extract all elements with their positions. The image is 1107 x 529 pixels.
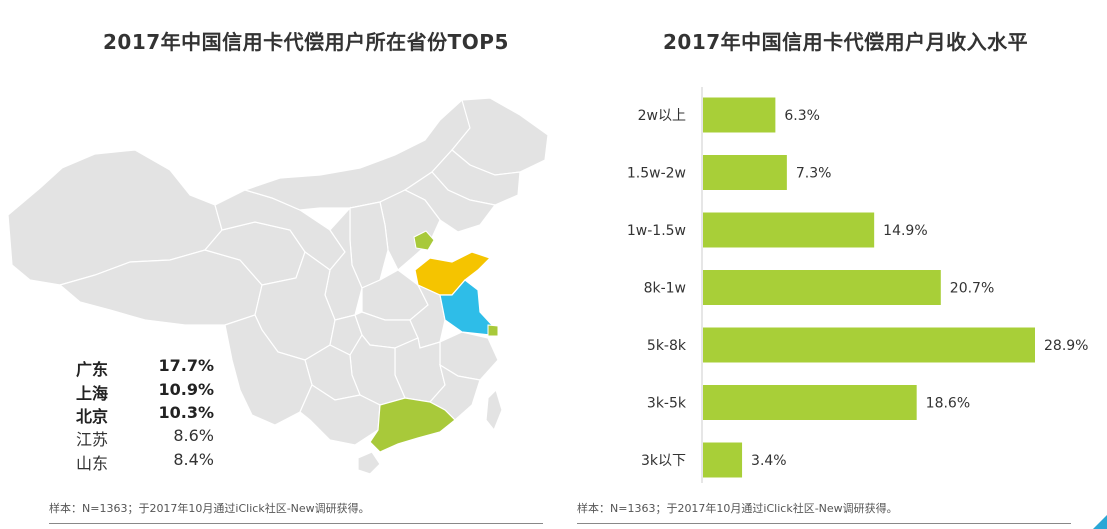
value-label: 20.7% bbox=[950, 281, 994, 297]
category-label: 3k-5k bbox=[647, 396, 687, 412]
category-label: 5k-8k bbox=[647, 338, 687, 354]
legend-province: 上海 bbox=[76, 384, 109, 403]
sample-note-left: 样本：N=1363；于2017年10月通过iClick社区-New调研获得。 bbox=[49, 502, 370, 515]
legend-value: 10.3% bbox=[158, 403, 214, 422]
region-beijing bbox=[413, 230, 435, 251]
region-jiangsu bbox=[439, 279, 493, 336]
bar bbox=[703, 385, 917, 420]
region-hainan bbox=[357, 451, 381, 475]
legend-province: 山东 bbox=[76, 454, 109, 473]
divider-right bbox=[577, 523, 1071, 524]
corner-triangle-icon bbox=[1093, 515, 1107, 529]
legend-value: 10.9% bbox=[158, 380, 214, 399]
category-label: 1.5w-2w bbox=[627, 166, 686, 182]
category-label: 3k以下 bbox=[641, 453, 686, 469]
region-guangxi bbox=[299, 384, 381, 446]
legend-value: 8.4% bbox=[173, 450, 214, 469]
bar bbox=[703, 270, 941, 305]
bar bbox=[703, 97, 776, 133]
value-label: 14.9% bbox=[883, 223, 927, 239]
legend-province: 江苏 bbox=[76, 430, 109, 449]
category-label: 8k-1w bbox=[644, 281, 686, 297]
bar bbox=[703, 327, 1035, 363]
bar-chart-title: 2017年中国信用卡代偿用户月收入水平 bbox=[663, 30, 1029, 54]
value-label: 28.9% bbox=[1044, 338, 1088, 354]
value-label: 3.4% bbox=[751, 453, 787, 469]
china-map-outline bbox=[7, 97, 549, 475]
bar bbox=[703, 442, 743, 478]
value-label: 6.3% bbox=[784, 108, 820, 124]
bar bbox=[703, 212, 875, 248]
region-shanghai bbox=[487, 324, 499, 337]
legend-province: 广东 bbox=[76, 360, 109, 379]
region-taiwan bbox=[485, 388, 503, 432]
legend-value: 17.7% bbox=[158, 356, 214, 375]
category-label: 1w-1.5w bbox=[627, 223, 686, 239]
china-map-panel: 广东 17.7% 上海 10.9% 北京 10.3% 江苏 8.6% 山东 8.… bbox=[0, 80, 560, 480]
legend-province: 北京 bbox=[76, 407, 109, 426]
category-label: 2w以上 bbox=[638, 108, 686, 124]
legend-value: 8.6% bbox=[173, 426, 214, 445]
divider-left bbox=[49, 523, 543, 524]
china-map bbox=[7, 97, 549, 475]
value-label: 18.6% bbox=[926, 396, 970, 412]
bar bbox=[703, 155, 787, 190]
sample-note-right: 样本：N=1363；于2017年10月通过iClick社区-New调研获得。 bbox=[577, 502, 898, 515]
value-label: 7.3% bbox=[796, 166, 832, 182]
map-title: 2017年中国信用卡代偿用户所在省份TOP5 bbox=[103, 30, 509, 54]
region-guangdong bbox=[369, 397, 456, 453]
